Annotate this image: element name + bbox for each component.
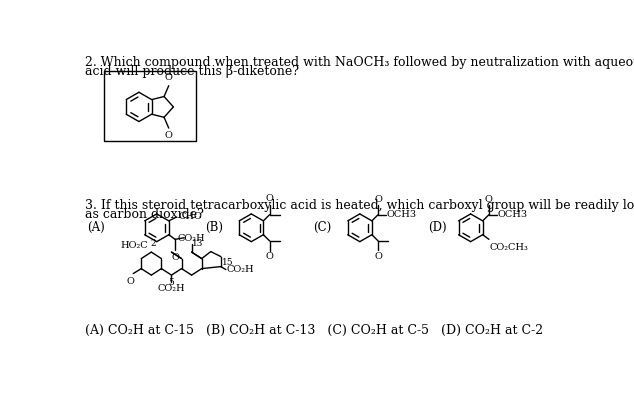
Text: 2. Which compound when treated with NaOCH₃ followed by neutralization with aqueo: 2. Which compound when treated with NaOC… — [86, 56, 634, 69]
Text: 5: 5 — [169, 278, 174, 287]
Text: O: O — [374, 195, 382, 204]
Text: 2: 2 — [150, 239, 156, 248]
Text: O: O — [171, 253, 179, 262]
Text: 13: 13 — [192, 239, 204, 248]
Text: 15: 15 — [223, 258, 234, 267]
Text: O: O — [485, 195, 493, 204]
Text: (D): (D) — [428, 221, 446, 234]
Text: O: O — [165, 131, 172, 140]
Text: (A) CO₂H at C-15   (B) CO₂H at C-13   (C) CO₂H at C-5   (D) CO₂H at C-2: (A) CO₂H at C-15 (B) CO₂H at C-13 (C) CO… — [86, 324, 543, 337]
Text: CO₂CH₃: CO₂CH₃ — [489, 243, 529, 252]
Text: O: O — [266, 194, 273, 203]
Text: CHO: CHO — [178, 212, 202, 221]
Text: (B): (B) — [205, 221, 223, 234]
Text: CO₂H: CO₂H — [227, 265, 254, 274]
Text: O: O — [165, 73, 172, 82]
Text: as carbon dioxide?: as carbon dioxide? — [86, 208, 204, 221]
Text: O: O — [127, 277, 135, 286]
Text: O: O — [374, 252, 382, 261]
Text: (C): (C) — [313, 221, 332, 234]
Text: O: O — [266, 253, 273, 261]
Text: OCH3: OCH3 — [387, 210, 417, 219]
Text: HO₂C: HO₂C — [120, 241, 148, 250]
Text: CO₂H: CO₂H — [178, 233, 205, 243]
Text: OCH3: OCH3 — [498, 210, 527, 219]
Bar — [104, 72, 195, 141]
Text: 3. If this steroid tetracarboxylic acid is heated, which carboxyl group will be : 3. If this steroid tetracarboxylic acid … — [86, 198, 634, 211]
Text: CO₂H: CO₂H — [158, 284, 185, 292]
Text: (A): (A) — [87, 221, 105, 234]
Text: acid will produce this β-diketone?: acid will produce this β-diketone? — [86, 65, 299, 78]
